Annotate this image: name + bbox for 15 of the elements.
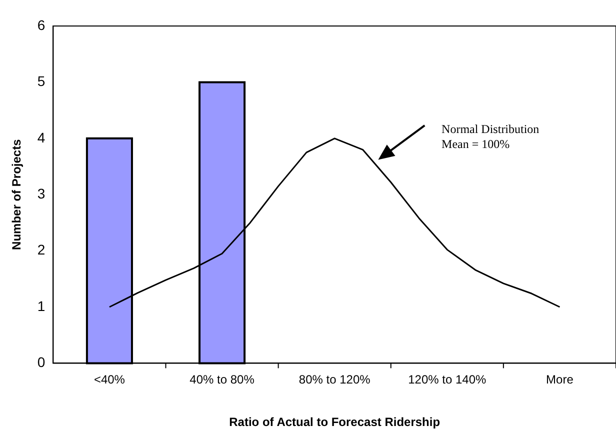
y-tick-label: 2	[37, 242, 46, 258]
y-tick-label: 0	[37, 354, 46, 370]
y-tick-label: 6	[37, 16, 46, 33]
y-tick-label: 4	[37, 129, 46, 146]
x-tick-label: 40% to 80%	[190, 372, 255, 387]
x-tick-label: 120% to 140%	[408, 372, 487, 387]
annotation: Normal Distribution Mean = 100%	[442, 122, 540, 151]
x-tick-label: <40%	[94, 372, 126, 387]
x-tick-label: More	[546, 372, 574, 387]
y-tick-label: 3	[37, 185, 46, 202]
x-axis-title: Ratio of Actual to Forecast Ridership	[229, 415, 440, 430]
x-tick-label: 80% to 120%	[298, 372, 371, 387]
y-tick-label: 5	[37, 73, 46, 90]
y-axis-title: Number of Projects	[10, 138, 24, 250]
y-tick-label: 1	[37, 298, 46, 314]
